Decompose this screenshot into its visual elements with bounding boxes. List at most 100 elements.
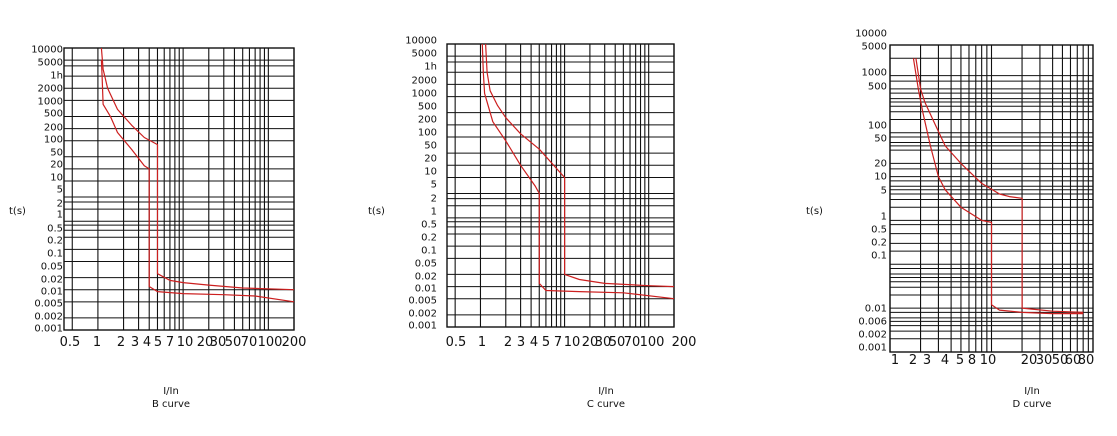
d-ytick-label: 20 xyxy=(874,159,887,170)
c-ytick-label: 100 xyxy=(418,128,437,139)
d-ytick-label: 1 xyxy=(881,212,887,223)
d-xtick-label: 3 xyxy=(923,353,931,368)
c-xtick-label: 70 xyxy=(624,335,641,350)
c-ytick-label: 0.2 xyxy=(421,233,437,244)
d-xtick-label: 30 xyxy=(1036,353,1053,368)
c-ytick-label: 0.1 xyxy=(421,246,437,257)
c-xtick-label: 0.5 xyxy=(446,335,467,350)
d-ytick-label: 50 xyxy=(874,134,887,145)
c-ytick-label: 10000 xyxy=(405,36,437,47)
d-ytick-label: 100 xyxy=(868,121,887,132)
d-series-lower-curve xyxy=(912,58,1084,315)
b-ytick-label: 0.005 xyxy=(34,299,63,310)
d-ytick-label: 500 xyxy=(868,82,887,93)
b-curve-chart: t(s) 1000050001h200010005002001005020105… xyxy=(9,45,306,411)
d-ylabel: t(s) xyxy=(806,206,823,217)
c-xtick-label: 20 xyxy=(582,335,599,350)
d-xtick-label: 4 xyxy=(941,353,949,368)
b-xtick-label: 10 xyxy=(177,335,194,350)
c-series-upper-curve xyxy=(485,43,675,288)
b-series-upper-curve xyxy=(100,47,295,291)
d-xtick-label: 5 xyxy=(956,353,964,368)
c-xtick-label: 7 xyxy=(554,335,562,350)
b-ytick-label: 5000 xyxy=(38,58,63,69)
d-series xyxy=(912,58,1084,315)
d-ytick-label: 5 xyxy=(881,186,887,197)
c-curve-chart: t(s) 1000050001h200010005002001005020105… xyxy=(368,36,696,411)
c-ytick-label: 0.002 xyxy=(408,309,437,320)
b-xtick-label: 7 xyxy=(166,335,174,350)
b-xtick-label: 20 xyxy=(197,335,214,350)
b-xlabel: I/In xyxy=(163,386,179,397)
c-xtick-label: 100 xyxy=(640,335,665,350)
c-ytick-label: 0.02 xyxy=(415,272,437,283)
d-curve-chart: t(s) 10000 5000 1000 500 100 50 20 10 5 1 0.5 0.2 0.… xyxy=(806,29,1094,411)
b-xtick-label: 30 xyxy=(210,335,227,350)
b-ytick-label: 2000 xyxy=(38,84,63,95)
d-series-upper-curve xyxy=(915,58,1084,313)
c-xtick-label: 5 xyxy=(542,335,550,350)
c-ytick-label: 5 xyxy=(431,180,437,191)
b-ytick-label: 0.01 xyxy=(41,287,63,298)
c-ytick-label: 0.5 xyxy=(421,220,437,231)
c-grid xyxy=(446,43,675,328)
c-ytick-labels: 10000 5000 1h 2000 1000 500 200 100 50 20 10 5 2 1 0.5… xyxy=(405,36,437,332)
d-ytick-label: 10 xyxy=(874,172,887,183)
c-ytick-label: 0.005 xyxy=(408,296,437,307)
c-ylabel: t(s) xyxy=(368,206,385,217)
b-subtitle: B curve xyxy=(152,399,190,410)
d-ytick-label: 0.01 xyxy=(865,304,887,315)
d-grid xyxy=(889,44,1094,353)
b-xtick-label: 200 xyxy=(282,335,307,350)
c-plot-frame xyxy=(446,43,675,328)
d-xtick-label: 2 xyxy=(909,353,917,368)
d-xtick-label: 10 xyxy=(980,353,997,368)
b-ytick-label: 1h xyxy=(50,71,63,82)
d-ytick-label: 0.006 xyxy=(858,317,887,328)
b-ytick-label: 200 xyxy=(44,123,63,134)
d-ytick-label: 1000 xyxy=(862,68,887,79)
b-xtick-label: 0.5 xyxy=(60,335,81,350)
d-xtick-label: 80 xyxy=(1078,353,1095,368)
c-ytick-label: 0.05 xyxy=(415,259,437,270)
c-ytick-label: 0.01 xyxy=(415,284,437,295)
b-ylabel: t(s) xyxy=(9,206,26,217)
b-grid xyxy=(63,47,295,331)
b-ytick-label: 10000 xyxy=(31,45,63,56)
b-series-lower-curve xyxy=(100,60,295,303)
c-ytick-label: 200 xyxy=(418,115,437,126)
c-ytick-label: 500 xyxy=(418,102,437,113)
c-xtick-label: 4 xyxy=(530,335,538,350)
c-ytick-label: 5000 xyxy=(412,49,437,60)
b-ytick-label: 0.05 xyxy=(41,262,63,273)
d-xtick-label: 20 xyxy=(1021,353,1038,368)
b-xtick-label: 5 xyxy=(154,335,162,350)
c-series-lower-curve xyxy=(481,43,675,300)
c-ytick-label: 2000 xyxy=(412,76,437,87)
b-ytick-label: 500 xyxy=(44,109,63,120)
d-subtitle: D curve xyxy=(1013,399,1052,410)
c-ytick-label: 50 xyxy=(424,141,437,152)
c-subtitle: C curve xyxy=(587,399,625,410)
b-ytick-label: 0.2 xyxy=(47,236,63,247)
c-xlabel: I/In xyxy=(598,386,614,397)
d-ytick-label: 0.5 xyxy=(871,225,887,236)
b-xtick-label: 2 xyxy=(117,335,125,350)
b-ytick-label: 20 xyxy=(50,160,63,171)
b-ytick-label: 100 xyxy=(44,135,63,146)
d-xtick-label: 8 xyxy=(968,353,976,368)
c-ytick-label: 1h xyxy=(424,62,437,73)
b-xtick-label: 3 xyxy=(131,335,139,350)
d-ytick-label: 10000 xyxy=(855,29,887,40)
b-ytick-label: 50 xyxy=(50,148,63,159)
b-xtick-label: 100 xyxy=(258,335,283,350)
b-ytick-label: 0.5 xyxy=(47,224,63,235)
c-xtick-label: 1 xyxy=(478,335,486,350)
d-ytick-label: 0.002 xyxy=(858,330,887,341)
d-ytick-label: 0.1 xyxy=(871,251,887,262)
b-series xyxy=(100,47,295,303)
b-ytick-label: 1000 xyxy=(38,97,63,108)
